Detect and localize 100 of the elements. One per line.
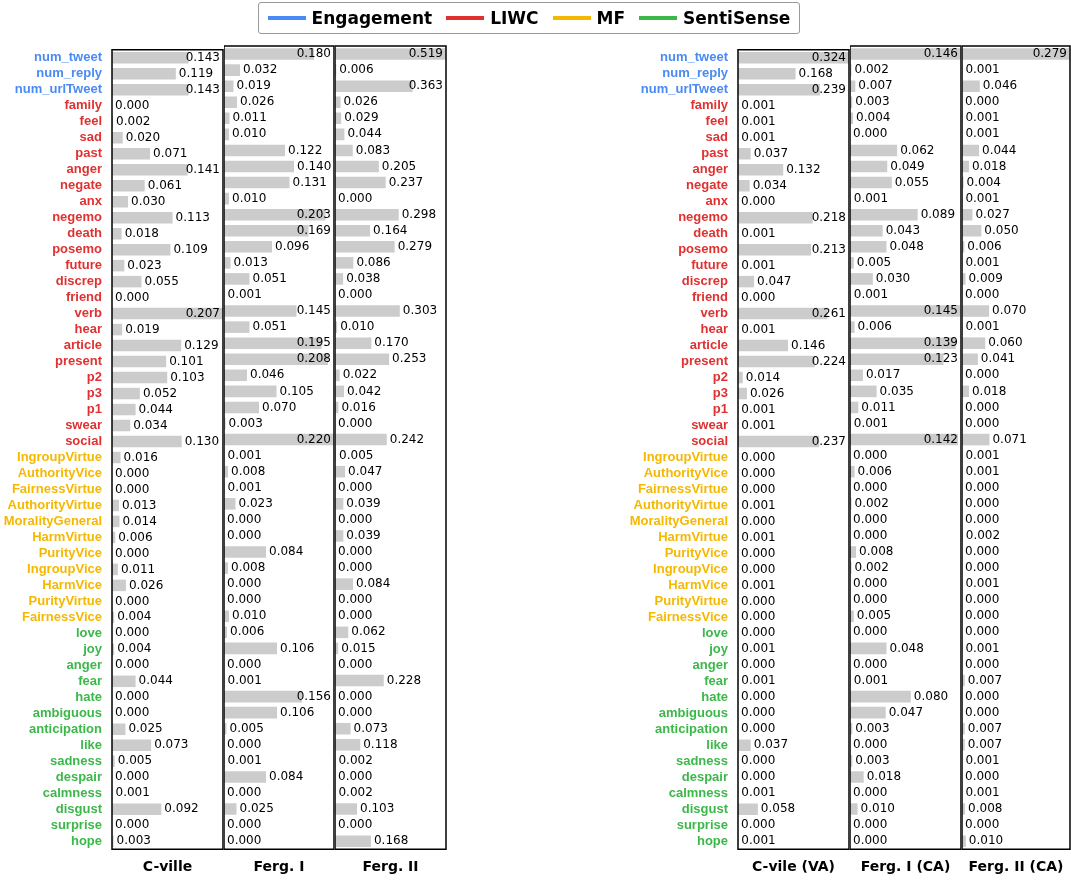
data-label: 0.034 <box>133 417 168 432</box>
data-label: 0.324 <box>811 49 846 64</box>
data-label: 0.047 <box>888 704 924 719</box>
data-label: 0.001 <box>741 577 776 592</box>
data-label: 0.113 <box>175 209 210 224</box>
data-label: 0.000 <box>853 656 888 671</box>
data-label: 0.006 <box>857 463 892 478</box>
y-tick-label: num_urlTweet <box>14 81 103 97</box>
data-label: 0.195 <box>296 335 331 350</box>
y-tick-label: negate <box>60 177 102 193</box>
data-label: 0.055 <box>144 273 179 288</box>
data-label: 0.000 <box>965 688 1000 703</box>
data-label: 0.008 <box>859 544 894 559</box>
data-label: 0.006 <box>230 624 265 639</box>
data-label: 0.000 <box>338 415 373 430</box>
data-label: 0.001 <box>741 257 776 272</box>
y-tick-label: num_reply <box>662 65 729 81</box>
data-label: 0.103 <box>170 369 205 384</box>
data-label: 0.001 <box>741 129 776 144</box>
data-label: 0.006 <box>857 319 892 334</box>
data-label: 0.001 <box>741 673 776 688</box>
data-label: 0.019 <box>125 321 160 336</box>
data-label: 0.000 <box>965 367 1000 382</box>
y-tick-label: num_tweet <box>660 49 729 65</box>
data-label: 0.001 <box>741 641 776 656</box>
data-label: 0.000 <box>338 512 373 527</box>
data-label: 0.000 <box>115 593 150 608</box>
y-tick-label: sad <box>705 129 729 145</box>
data-label: 0.039 <box>346 495 381 510</box>
data-label: 0.001 <box>965 254 1000 269</box>
data-label: 0.000 <box>741 545 776 560</box>
data-label: 0.010 <box>232 190 267 205</box>
data-label: 0.046 <box>982 78 1018 93</box>
data-label: 0.062 <box>351 624 386 639</box>
data-label: 0.131 <box>292 174 327 189</box>
data-label: 0.000 <box>115 545 150 560</box>
data-label: 0.010 <box>340 319 375 334</box>
data-label: 0.043 <box>885 222 921 237</box>
data-label: 0.002 <box>854 495 889 510</box>
data-label: 0.000 <box>853 736 888 751</box>
data-label: 0.062 <box>900 142 935 157</box>
y-tick-label: anticipation <box>655 720 729 736</box>
y-tick-label: verb <box>74 305 103 321</box>
data-label: 0.001 <box>853 287 889 302</box>
data-label: 0.084 <box>355 576 391 591</box>
data-label: 0.008 <box>231 463 266 478</box>
y-tick-label: MoralityGeneral <box>629 513 728 529</box>
data-label: 0.083 <box>355 142 391 157</box>
data-label: 0.001 <box>741 785 776 800</box>
data-label: 0.298 <box>401 206 437 221</box>
data-label: 0.008 <box>968 801 1003 816</box>
y-tick-label: friend <box>65 289 103 305</box>
y-tick-label: num_tweet <box>34 49 103 65</box>
data-label: 0.000 <box>741 193 776 208</box>
data-label: 0.000 <box>741 625 776 640</box>
y-tick-label: num_reply <box>36 65 103 81</box>
data-label: 0.000 <box>115 97 150 112</box>
data-label: 0.000 <box>741 817 776 832</box>
y-tick-label: present <box>55 353 103 369</box>
data-label: 0.013 <box>233 254 268 269</box>
data-label: 0.000 <box>965 817 1000 832</box>
data-label: 0.001 <box>853 415 889 430</box>
x-axis-title: Ferg. II <box>362 858 419 875</box>
x-axis-title: C-vile (VA) <box>751 858 836 875</box>
data-label: 0.073 <box>353 720 388 735</box>
y-tick-label: ambiguous <box>658 704 728 720</box>
data-label: 0.106 <box>280 704 315 719</box>
data-label: 0.026 <box>749 385 785 400</box>
data-label: 0.132 <box>786 161 821 176</box>
y-tick-label: family <box>64 97 103 113</box>
data-label: 0.039 <box>346 528 381 543</box>
data-label: 0.109 <box>173 241 208 256</box>
data-label: 0.140 <box>297 158 332 173</box>
data-label: 0.011 <box>120 561 156 576</box>
data-label: 0.047 <box>348 463 383 478</box>
data-label: 0.170 <box>374 335 409 350</box>
y-tick-label: disgust <box>55 800 103 816</box>
data-label: 0.001 <box>965 110 1000 125</box>
data-label: 0.145 <box>923 303 958 318</box>
data-label: 0.003 <box>228 415 263 430</box>
data-label: 0.000 <box>741 705 776 720</box>
data-label: 0.000 <box>741 769 776 784</box>
data-label: 0.026 <box>240 94 275 109</box>
y-tick-label: like <box>706 736 728 752</box>
data-label: 0.000 <box>227 528 262 543</box>
data-label: 0.141 <box>185 161 220 176</box>
y-tick-label: hate <box>701 688 728 704</box>
y-tick-label: verb <box>700 305 729 321</box>
data-label: 0.015 <box>341 640 376 655</box>
data-label: 0.001 <box>965 785 1000 800</box>
data-label: 0.005 <box>229 720 264 735</box>
data-label: 0.000 <box>741 449 776 464</box>
y-tick-label: HarmVirtue <box>32 529 102 545</box>
data-label: 0.000 <box>741 721 776 736</box>
data-label: 0.001 <box>741 321 776 336</box>
data-label: 0.145 <box>296 303 331 318</box>
data-label: 0.096 <box>275 238 310 253</box>
data-label: 0.000 <box>227 512 262 527</box>
data-label: 0.000 <box>338 560 373 575</box>
data-label: 0.279 <box>1032 46 1067 61</box>
